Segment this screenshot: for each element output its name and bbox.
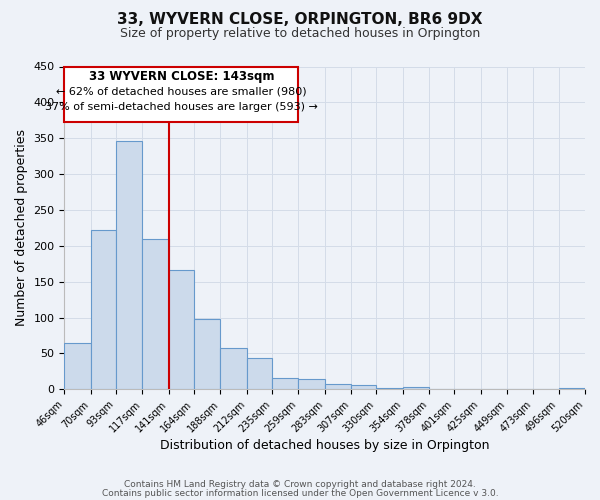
Bar: [169, 270, 194, 390]
X-axis label: Distribution of detached houses by size in Orpington: Distribution of detached houses by size …: [160, 440, 490, 452]
Bar: [559, 388, 585, 390]
Bar: [272, 378, 298, 390]
Bar: [116, 141, 142, 390]
Bar: [376, 388, 403, 390]
Bar: [351, 385, 376, 390]
Bar: [429, 388, 454, 390]
Text: 33 WYVERN CLOSE: 143sqm: 33 WYVERN CLOSE: 143sqm: [89, 70, 274, 83]
Bar: [403, 387, 429, 390]
Bar: [64, 342, 91, 390]
Text: Contains public sector information licensed under the Open Government Licence v : Contains public sector information licen…: [101, 489, 499, 498]
Bar: [325, 384, 351, 390]
Text: Size of property relative to detached houses in Orpington: Size of property relative to detached ho…: [120, 28, 480, 40]
Bar: [247, 358, 272, 390]
Text: 33, WYVERN CLOSE, ORPINGTON, BR6 9DX: 33, WYVERN CLOSE, ORPINGTON, BR6 9DX: [117, 12, 483, 28]
Bar: [194, 319, 220, 390]
Bar: [298, 380, 325, 390]
Bar: [91, 230, 116, 390]
Text: 37% of semi-detached houses are larger (593) →: 37% of semi-detached houses are larger (…: [45, 102, 318, 113]
Y-axis label: Number of detached properties: Number of detached properties: [15, 130, 28, 326]
Bar: [142, 238, 169, 390]
Text: ← 62% of detached houses are smaller (980): ← 62% of detached houses are smaller (98…: [56, 86, 307, 97]
Bar: [220, 348, 247, 390]
FancyBboxPatch shape: [64, 66, 298, 122]
Text: Contains HM Land Registry data © Crown copyright and database right 2024.: Contains HM Land Registry data © Crown c…: [124, 480, 476, 489]
